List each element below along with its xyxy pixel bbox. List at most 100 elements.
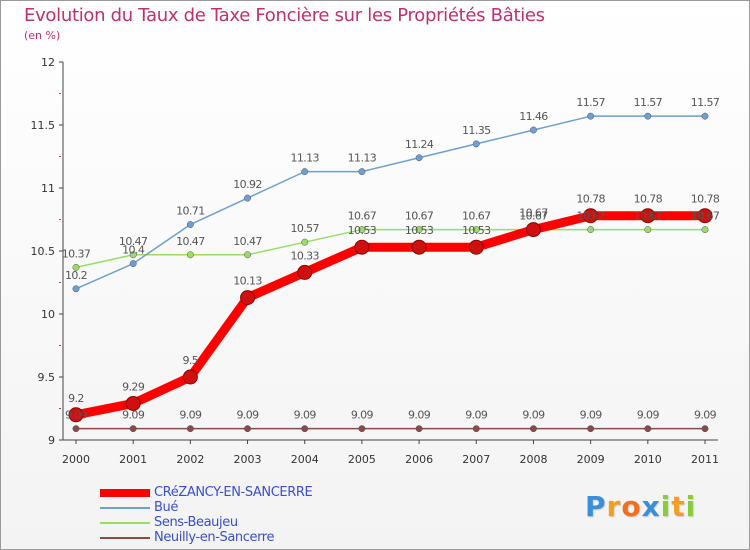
data-label: 10.47: [233, 235, 262, 248]
data-label: 10.67: [519, 207, 548, 220]
data-label: 10.78: [634, 193, 663, 206]
data-point: [587, 226, 595, 234]
series-line-2: [75, 228, 705, 269]
data-label: 10.78: [691, 193, 720, 206]
logo-letter: o: [621, 490, 642, 523]
data-point: [72, 285, 80, 293]
data-point: [125, 395, 141, 411]
x-tick-label: 2001: [119, 453, 147, 466]
data-label: 10.13: [233, 275, 262, 288]
data-point: [186, 425, 194, 433]
chart-subtitle: (en %): [24, 29, 61, 42]
data-point: [587, 112, 595, 120]
data-label: 10.67: [691, 210, 720, 223]
data-label: 11.46: [519, 110, 548, 123]
data-label: 10.53: [405, 224, 434, 237]
legend-label: Neuilly-en-Sancerre: [154, 530, 275, 545]
data-label: 9.09: [122, 409, 145, 422]
legend-item: Bué: [100, 500, 312, 515]
data-label: 9.09: [351, 409, 374, 422]
data-label: 11.57: [634, 96, 663, 109]
data-point: [301, 168, 309, 176]
x-tick-label: 2003: [234, 453, 262, 466]
data-label: 9.09: [236, 409, 259, 422]
data-point: [72, 263, 80, 271]
x-tick-label: 2000: [62, 453, 90, 466]
data-label: 11.35: [462, 124, 491, 137]
data-label: 10.2: [65, 269, 87, 282]
logo-letter: x: [641, 490, 661, 523]
x-tick-label: 2004: [291, 453, 319, 466]
data-point: [240, 290, 256, 306]
legend-item: Neuilly-en-Sancerre: [100, 530, 312, 545]
y-tick-label: 10: [41, 308, 55, 321]
series-line-0: [75, 211, 705, 420]
legend-item: Sens-Beaujeu: [100, 515, 312, 530]
data-point: [244, 425, 251, 433]
data-point: [415, 154, 423, 162]
data-point: [701, 425, 709, 433]
series-line-1: [75, 115, 705, 290]
data-point: [472, 140, 480, 148]
x-tick-label: 2005: [348, 453, 376, 466]
data-label: 9.09: [179, 409, 202, 422]
data-point: [530, 126, 537, 134]
data-point: [525, 222, 541, 238]
data-point: [297, 264, 313, 280]
data-label: 10.92: [233, 178, 262, 191]
data-point: [644, 425, 652, 433]
data-label: 9.5: [183, 354, 199, 367]
x-tick-label: 2010: [634, 453, 662, 466]
data-point: [129, 425, 137, 433]
data-label: 10.67: [634, 210, 663, 223]
y-tick-label: 9.5: [38, 371, 56, 384]
y-tick-label: 10.5: [31, 245, 56, 258]
data-point: [301, 238, 309, 246]
data-point: [244, 194, 251, 202]
data-point: [587, 425, 595, 433]
legend: CRéZANCY-EN-SANCERRE Bué Sens-Beaujeu Neuil…: [100, 485, 313, 545]
data-label: 9.09: [637, 409, 660, 422]
x-tick-label: 2007: [462, 453, 490, 466]
data-label: 11.57: [691, 96, 720, 109]
data-label: 10.33: [290, 249, 319, 262]
data-label: 9.09: [580, 409, 603, 422]
data-label: 9.2: [68, 392, 84, 405]
data-label: 10.67: [405, 210, 434, 223]
data-point: [472, 226, 480, 234]
data-point: [186, 221, 194, 228]
y-tick-label: 9: [48, 434, 55, 447]
data-point: [129, 260, 137, 268]
data-label: 9.09: [522, 409, 545, 422]
x-tick-label: 2011: [691, 453, 719, 466]
data-label: 9.09: [465, 409, 488, 422]
data-label: 11.24: [405, 138, 434, 151]
data-point: [358, 425, 366, 433]
legend-swatch: [100, 488, 150, 497]
data-point: [468, 239, 484, 255]
y-tick-label: 11.5: [31, 119, 56, 132]
data-point: [411, 239, 427, 255]
data-point: [697, 208, 713, 224]
data-label: 10.67: [519, 210, 548, 223]
data-point: [644, 112, 652, 120]
data-point: [354, 239, 370, 255]
logo-letter: r: [606, 490, 622, 523]
data-point: [68, 407, 84, 423]
data-point: [640, 208, 656, 224]
proxiti-logo: Proxiti: [585, 490, 696, 523]
data-point: [644, 226, 652, 234]
logo-letter: t: [671, 490, 686, 523]
logo-letter: i: [660, 490, 672, 523]
data-point: [244, 251, 251, 259]
data-label: 9.29: [122, 380, 145, 393]
data-label: 10.78: [576, 193, 605, 206]
data-label: 10.67: [348, 210, 377, 223]
data-label: 10.37: [62, 247, 91, 260]
data-label: 10.67: [462, 210, 491, 223]
data-label: 9.09: [408, 409, 431, 422]
data-point: [415, 226, 423, 234]
legend-item: CRéZANCY-EN-SANCERRE: [100, 485, 313, 500]
data-point: [415, 425, 423, 433]
